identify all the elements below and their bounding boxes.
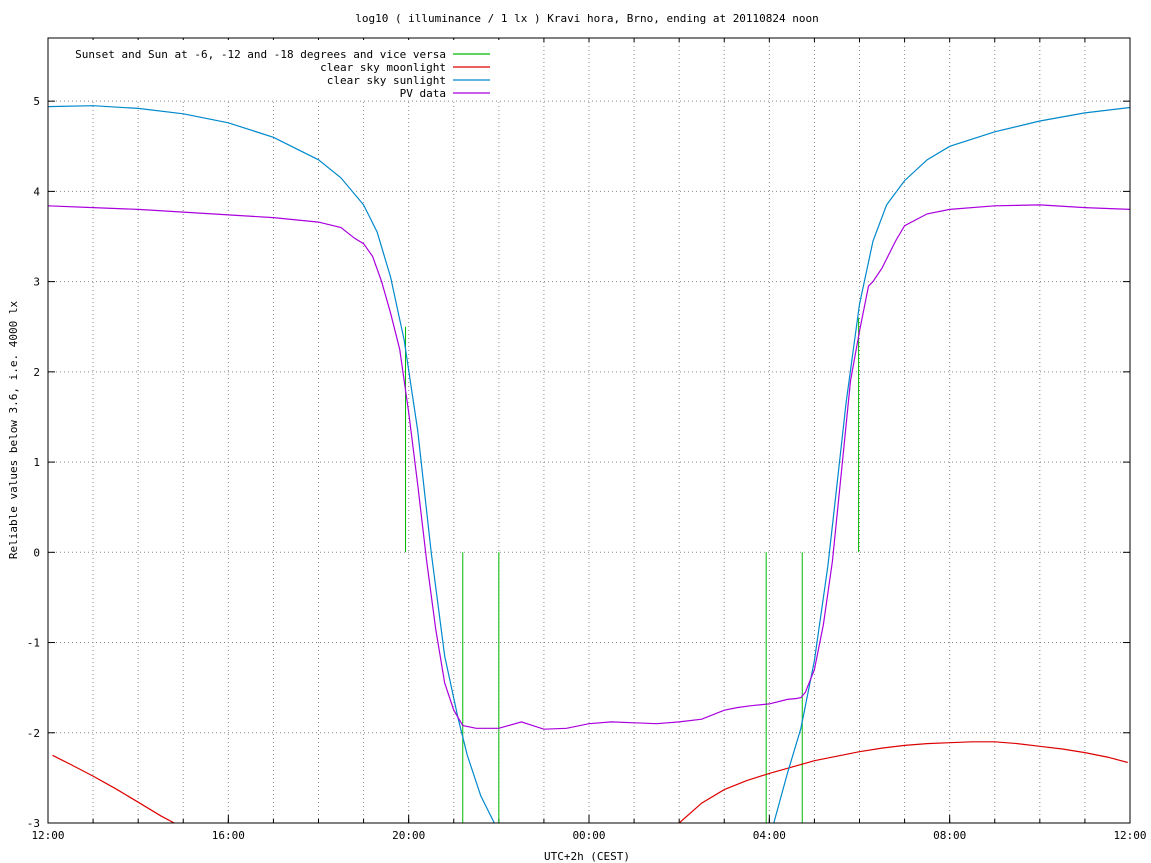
x-tick-label: 08:00 [933,829,966,842]
y-tick-label: 2 [33,366,40,379]
legend: Sunset and Sun at -6, -12 and -18 degree… [75,48,490,100]
series [48,105,1130,823]
y-tick-label: -3 [27,817,40,830]
y-tick-label: 4 [33,185,40,198]
y-tick-label: -1 [27,637,40,650]
y-tick-label: 1 [33,456,40,469]
x-tick-label: 12:00 [1113,829,1146,842]
plot-frame [47,37,1131,824]
series-line-clear-sky-moonlight [52,754,175,823]
legend-background [49,40,500,100]
series-line-clear-sky-sunlight [48,105,495,823]
y-tick-label: 0 [33,546,40,559]
series-line-pv-data [48,204,1130,730]
y-tick-label: -2 [27,727,40,740]
legend-label: clear sky moonlight [320,61,446,74]
series-line-clear-sky-moonlight [678,741,1128,823]
x-tick-label: 20:00 [392,829,425,842]
grid [48,38,1130,823]
axis-ticks: -3 -2 -1 0 1 2 3 4 5 12:00 16:00 20:00 00:00 04:00 08:… [27,38,1147,842]
chart-title: log10 ( illuminance / 1 lx ) Kravi hora,… [355,12,819,25]
legend-label: PV data [400,87,446,100]
y-tick-label: 3 [33,276,40,289]
legend-label: clear sky sunlight [327,74,446,87]
x-tick-label: 12:00 [31,829,64,842]
x-tick-label: 04:00 [753,829,786,842]
x-tick-label: 00:00 [572,829,605,842]
x-tick-label: 16:00 [212,829,245,842]
y-axis-label: Reliable values below 3.6, i.e. 4000 lx [7,300,20,559]
x-axis-label: UTC+2h (CEST) [544,850,630,863]
legend-label: Sunset and Sun at -6, -12 and -18 degree… [75,48,446,61]
series-line-clear-sky-sunlight [773,106,1130,823]
y-tick-label: 5 [33,95,40,108]
